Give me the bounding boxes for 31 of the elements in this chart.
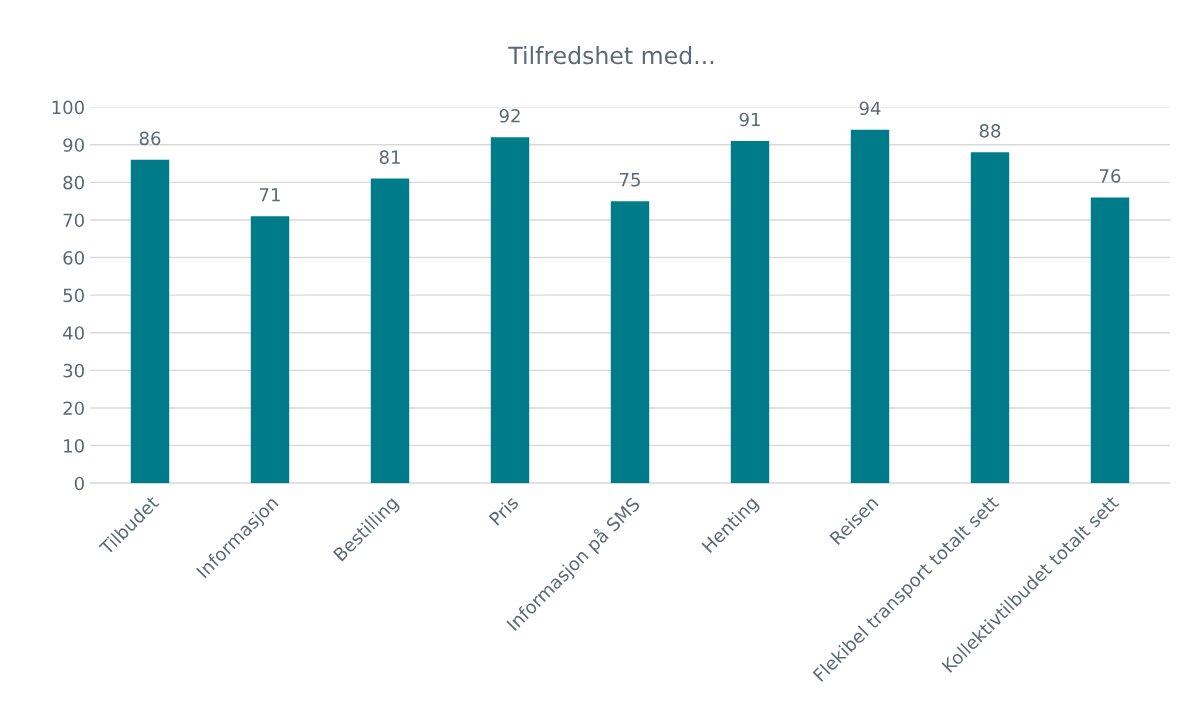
chart-title: Tilfredshet med...: [508, 46, 714, 65]
y-tick-label: 20: [63, 401, 84, 416]
y-tick-label: 40: [63, 326, 84, 340]
data-label: 86: [139, 131, 161, 146]
bar: [250, 216, 290, 484]
data-label: 81: [379, 150, 400, 164]
bar: [130, 159, 170, 484]
data-label: 75: [619, 173, 640, 187]
y-tick-label: 10: [64, 439, 84, 453]
y-tick-label: 100: [52, 100, 84, 115]
y-tick-label: 30: [63, 363, 84, 378]
y-tick-label: 80: [63, 175, 84, 190]
bar: [730, 140, 770, 484]
data-label: 88: [979, 123, 1001, 138]
bar: [1090, 197, 1130, 484]
data-label: 71: [259, 188, 280, 202]
y-tick-label: 50: [63, 288, 84, 303]
data-label: 76: [1099, 169, 1121, 183]
x-tick-label: Pris: [488, 494, 520, 526]
bar: [970, 152, 1010, 484]
y-tick-label: 90: [63, 138, 84, 152]
data-label: 94: [859, 101, 881, 116]
bar: [490, 137, 530, 484]
y-tick-label: 70: [63, 213, 84, 228]
data-label: 92: [499, 108, 520, 123]
y-tick-label: 60: [63, 251, 84, 265]
data-label: 91: [739, 112, 760, 127]
bar: [370, 178, 410, 484]
bar: [850, 129, 890, 484]
y-tick-label: 0: [74, 476, 84, 491]
bar: [610, 201, 650, 484]
